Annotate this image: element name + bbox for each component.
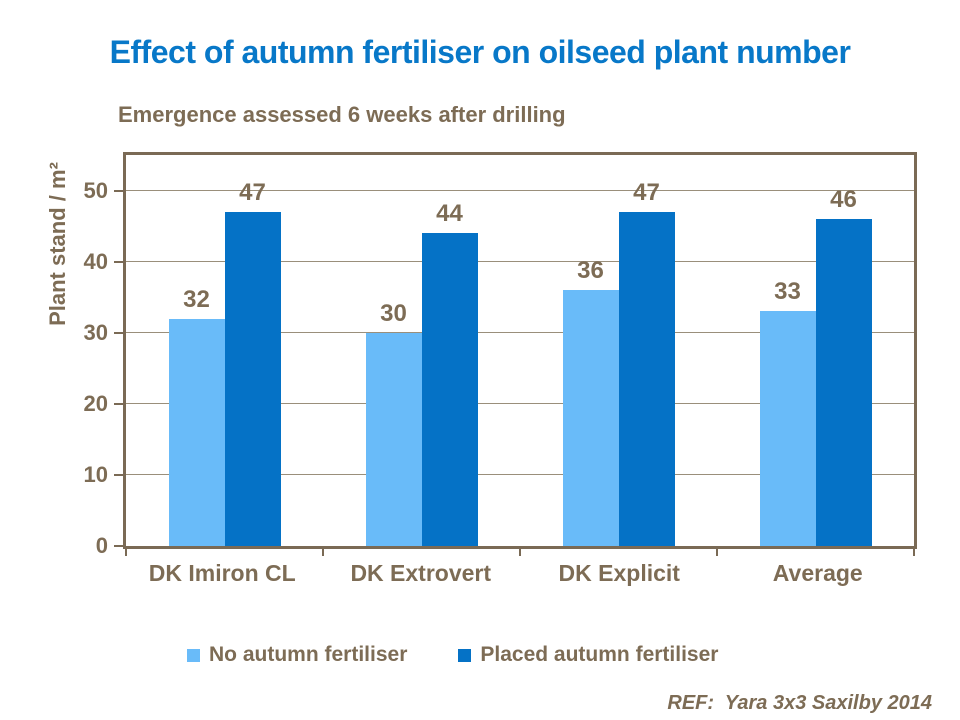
bar-group: 32 47: [126, 155, 323, 546]
bar-value-label: 33: [774, 278, 801, 306]
bar-placed-autumn-fertiliser: 47: [618, 179, 675, 546]
y-axis-tick-label: 0: [95, 533, 108, 558]
x-axis-category-label: DK Imiron CL: [148, 560, 296, 586]
x-axis-category-label: DK Extrovert: [350, 560, 492, 586]
legend-item-no-autumn-fertiliser: No autumn fertiliser: [187, 643, 407, 667]
bar-value-label: 46: [830, 185, 857, 213]
gridline: [126, 402, 914, 404]
bar-value-label: 44: [436, 200, 463, 228]
x-axis-tick-mark: [125, 549, 127, 556]
bar-groups: 32 47 30 44 36 47 33 46: [126, 155, 914, 546]
bar-value-label: 32: [183, 285, 210, 313]
legend-label: No autumn fertiliser: [209, 643, 408, 666]
gridline: [126, 331, 914, 333]
y-axis-tick-mark: [114, 331, 123, 334]
bar-no-autumn-fertiliser: 33: [759, 278, 816, 546]
bar-no-autumn-fertiliser: 32: [168, 286, 225, 546]
chart-title: Effect of autumn fertiliser on oilseed p…: [109, 34, 851, 70]
bar-group: 36 47: [520, 155, 717, 546]
legend-swatch: [187, 648, 200, 662]
bar-placed-autumn-fertiliser: 46: [815, 186, 872, 546]
plot-inner: 0 10 20 30 40 50 32 47 30 44 36 47 33 46: [84, 155, 915, 558]
x-axis-category-label: Average: [772, 560, 863, 586]
reference-text: REF: Yara 3x3 Saxilby 2014: [667, 692, 932, 714]
bar-group: 33 46: [717, 155, 914, 546]
y-axis-tick-label: 50: [83, 177, 108, 203]
x-axis-tick-mark: [716, 549, 718, 556]
x-axis-tick-mark: [322, 549, 324, 556]
bar-value-label: 36: [577, 257, 604, 285]
gridline: [126, 260, 914, 262]
y-axis-tick-mark: [114, 473, 123, 476]
bar-placed-autumn-fertiliser: 44: [421, 200, 478, 546]
y-axis-tick-label: 10: [83, 461, 108, 487]
gridline: [126, 189, 914, 191]
y-axis-tick-mark: [114, 402, 123, 405]
bar-no-autumn-fertiliser: 30: [365, 300, 422, 546]
bar-group: 30 44: [323, 155, 520, 546]
x-axis-tick-mark: [519, 549, 521, 556]
bar-no-autumn-fertiliser: 36: [562, 257, 619, 546]
y-axis-tick-mark: [114, 545, 123, 547]
bar-placed-autumn-fertiliser: 47: [224, 179, 281, 546]
y-axis-tick-mark: [114, 260, 123, 263]
chart-subtitle: Emergence assessed 6 weeks after drillin…: [118, 102, 566, 127]
legend-label: Placed autumn fertiliser: [480, 643, 719, 666]
y-axis-tick-mark: [114, 189, 123, 192]
y-axis-tick-label: 40: [83, 248, 108, 274]
x-axis-category-labels: DK Imiron CL DK Extrovert DK Explicit Avera…: [123, 560, 917, 587]
y-axis-tick-label: 20: [83, 390, 108, 416]
bar-value-label: 47: [633, 178, 660, 206]
gridline: [126, 473, 914, 475]
plot-area: 0 10 20 30 40 50 32 47 30 44 36 47 33 46: [84, 152, 917, 558]
y-axis-tick-label: 30: [83, 319, 108, 345]
legend-item-placed-autumn-fertiliser: Placed autumn fertiliser: [458, 643, 718, 667]
bar-value-label: 30: [380, 299, 407, 327]
x-axis-category-label: DK Explicit: [558, 560, 680, 586]
x-axis-tick-mark: [913, 549, 915, 556]
legend: No autumn fertiliser Placed autumn fertil…: [187, 643, 718, 667]
legend-swatch: [458, 648, 472, 662]
bar-value-label: 47: [239, 178, 266, 206]
